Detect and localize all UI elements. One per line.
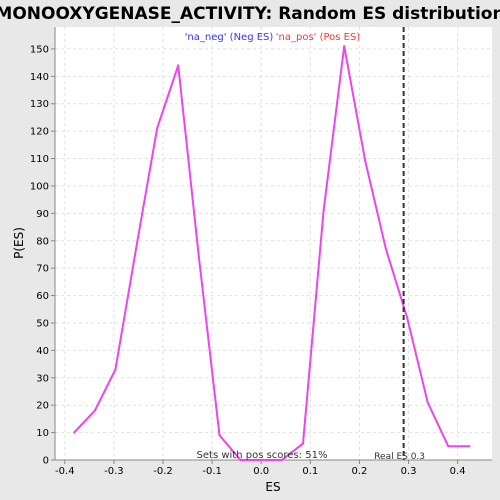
y-tick-label: 30 [36, 373, 49, 384]
y-tick-label: 120 [30, 127, 49, 138]
x-tick-label: -0.4 [55, 466, 75, 477]
pos-scores-annotation: Sets with pos scores: 51% [197, 450, 328, 461]
series-point [156, 127, 159, 130]
series-point [468, 445, 471, 448]
y-tick-label: 20 [36, 401, 49, 412]
series-line [73, 45, 470, 461]
series-point [135, 245, 138, 248]
y-axis-label: P(ES) [12, 227, 26, 259]
y-tick-label: 100 [30, 181, 49, 192]
gridlines [55, 27, 492, 461]
series-point [384, 247, 387, 250]
real-es-label: Real ES 0.3 [374, 452, 425, 462]
legend-pos-label: 'na_pos' (Pos ES) [276, 32, 361, 43]
y-tick-label: 130 [30, 99, 49, 110]
x-axis-ticks: -0.4 -0.3 -0.2 -0.1 0.0 0.1 0.2 0.3 0.4 [55, 460, 466, 477]
series-point [426, 401, 429, 404]
legend-neg-label: 'na_neg' (Neg ES) [185, 32, 274, 43]
series-point [239, 459, 242, 461]
y-tick-label: 140 [30, 72, 49, 83]
series-point [93, 409, 96, 412]
y-tick-label: 110 [30, 154, 49, 165]
x-tick-label: -0.1 [202, 466, 222, 477]
x-tick-label: 0.1 [302, 466, 318, 477]
series-point [343, 45, 346, 48]
plot-area [55, 27, 492, 460]
chart-title: MONOOXYGENASE_ACTIVITY: Random ES distri… [0, 4, 500, 24]
series-point [322, 209, 325, 212]
series-point [260, 459, 263, 461]
series-point [218, 434, 221, 437]
y-tick-label: 0 [43, 456, 49, 467]
y-tick-label: 70 [36, 264, 49, 275]
x-tick-label: 0.0 [253, 466, 269, 477]
series-point [301, 442, 304, 445]
y-tick-label: 60 [36, 291, 49, 302]
y-tick-label: 90 [36, 209, 49, 220]
y-tick-label: 40 [36, 346, 49, 357]
x-tick-label: 0.2 [351, 466, 367, 477]
series-point [114, 368, 117, 371]
x-tick-label: 0.3 [401, 466, 417, 477]
x-tick-label: -0.2 [153, 466, 173, 477]
series-point [280, 459, 283, 461]
x-tick-label: 0.4 [450, 466, 466, 477]
x-tick-label: -0.3 [104, 466, 124, 477]
series-point [177, 64, 180, 67]
series-point [197, 256, 200, 259]
y-tick-label: 10 [36, 428, 49, 439]
series-point [73, 431, 76, 434]
series-group [73, 45, 471, 461]
series-point [364, 160, 367, 163]
y-axis-ticks: 0 10 20 30 40 50 60 70 80 90 100 110 120 130 140 150 [30, 44, 55, 467]
x-axis-label: ES [265, 480, 280, 494]
series-point [447, 445, 450, 448]
series-point [406, 316, 409, 319]
y-tick-label: 80 [36, 236, 49, 247]
y-tick-label: 150 [30, 44, 49, 55]
y-tick-label: 50 [36, 318, 49, 329]
